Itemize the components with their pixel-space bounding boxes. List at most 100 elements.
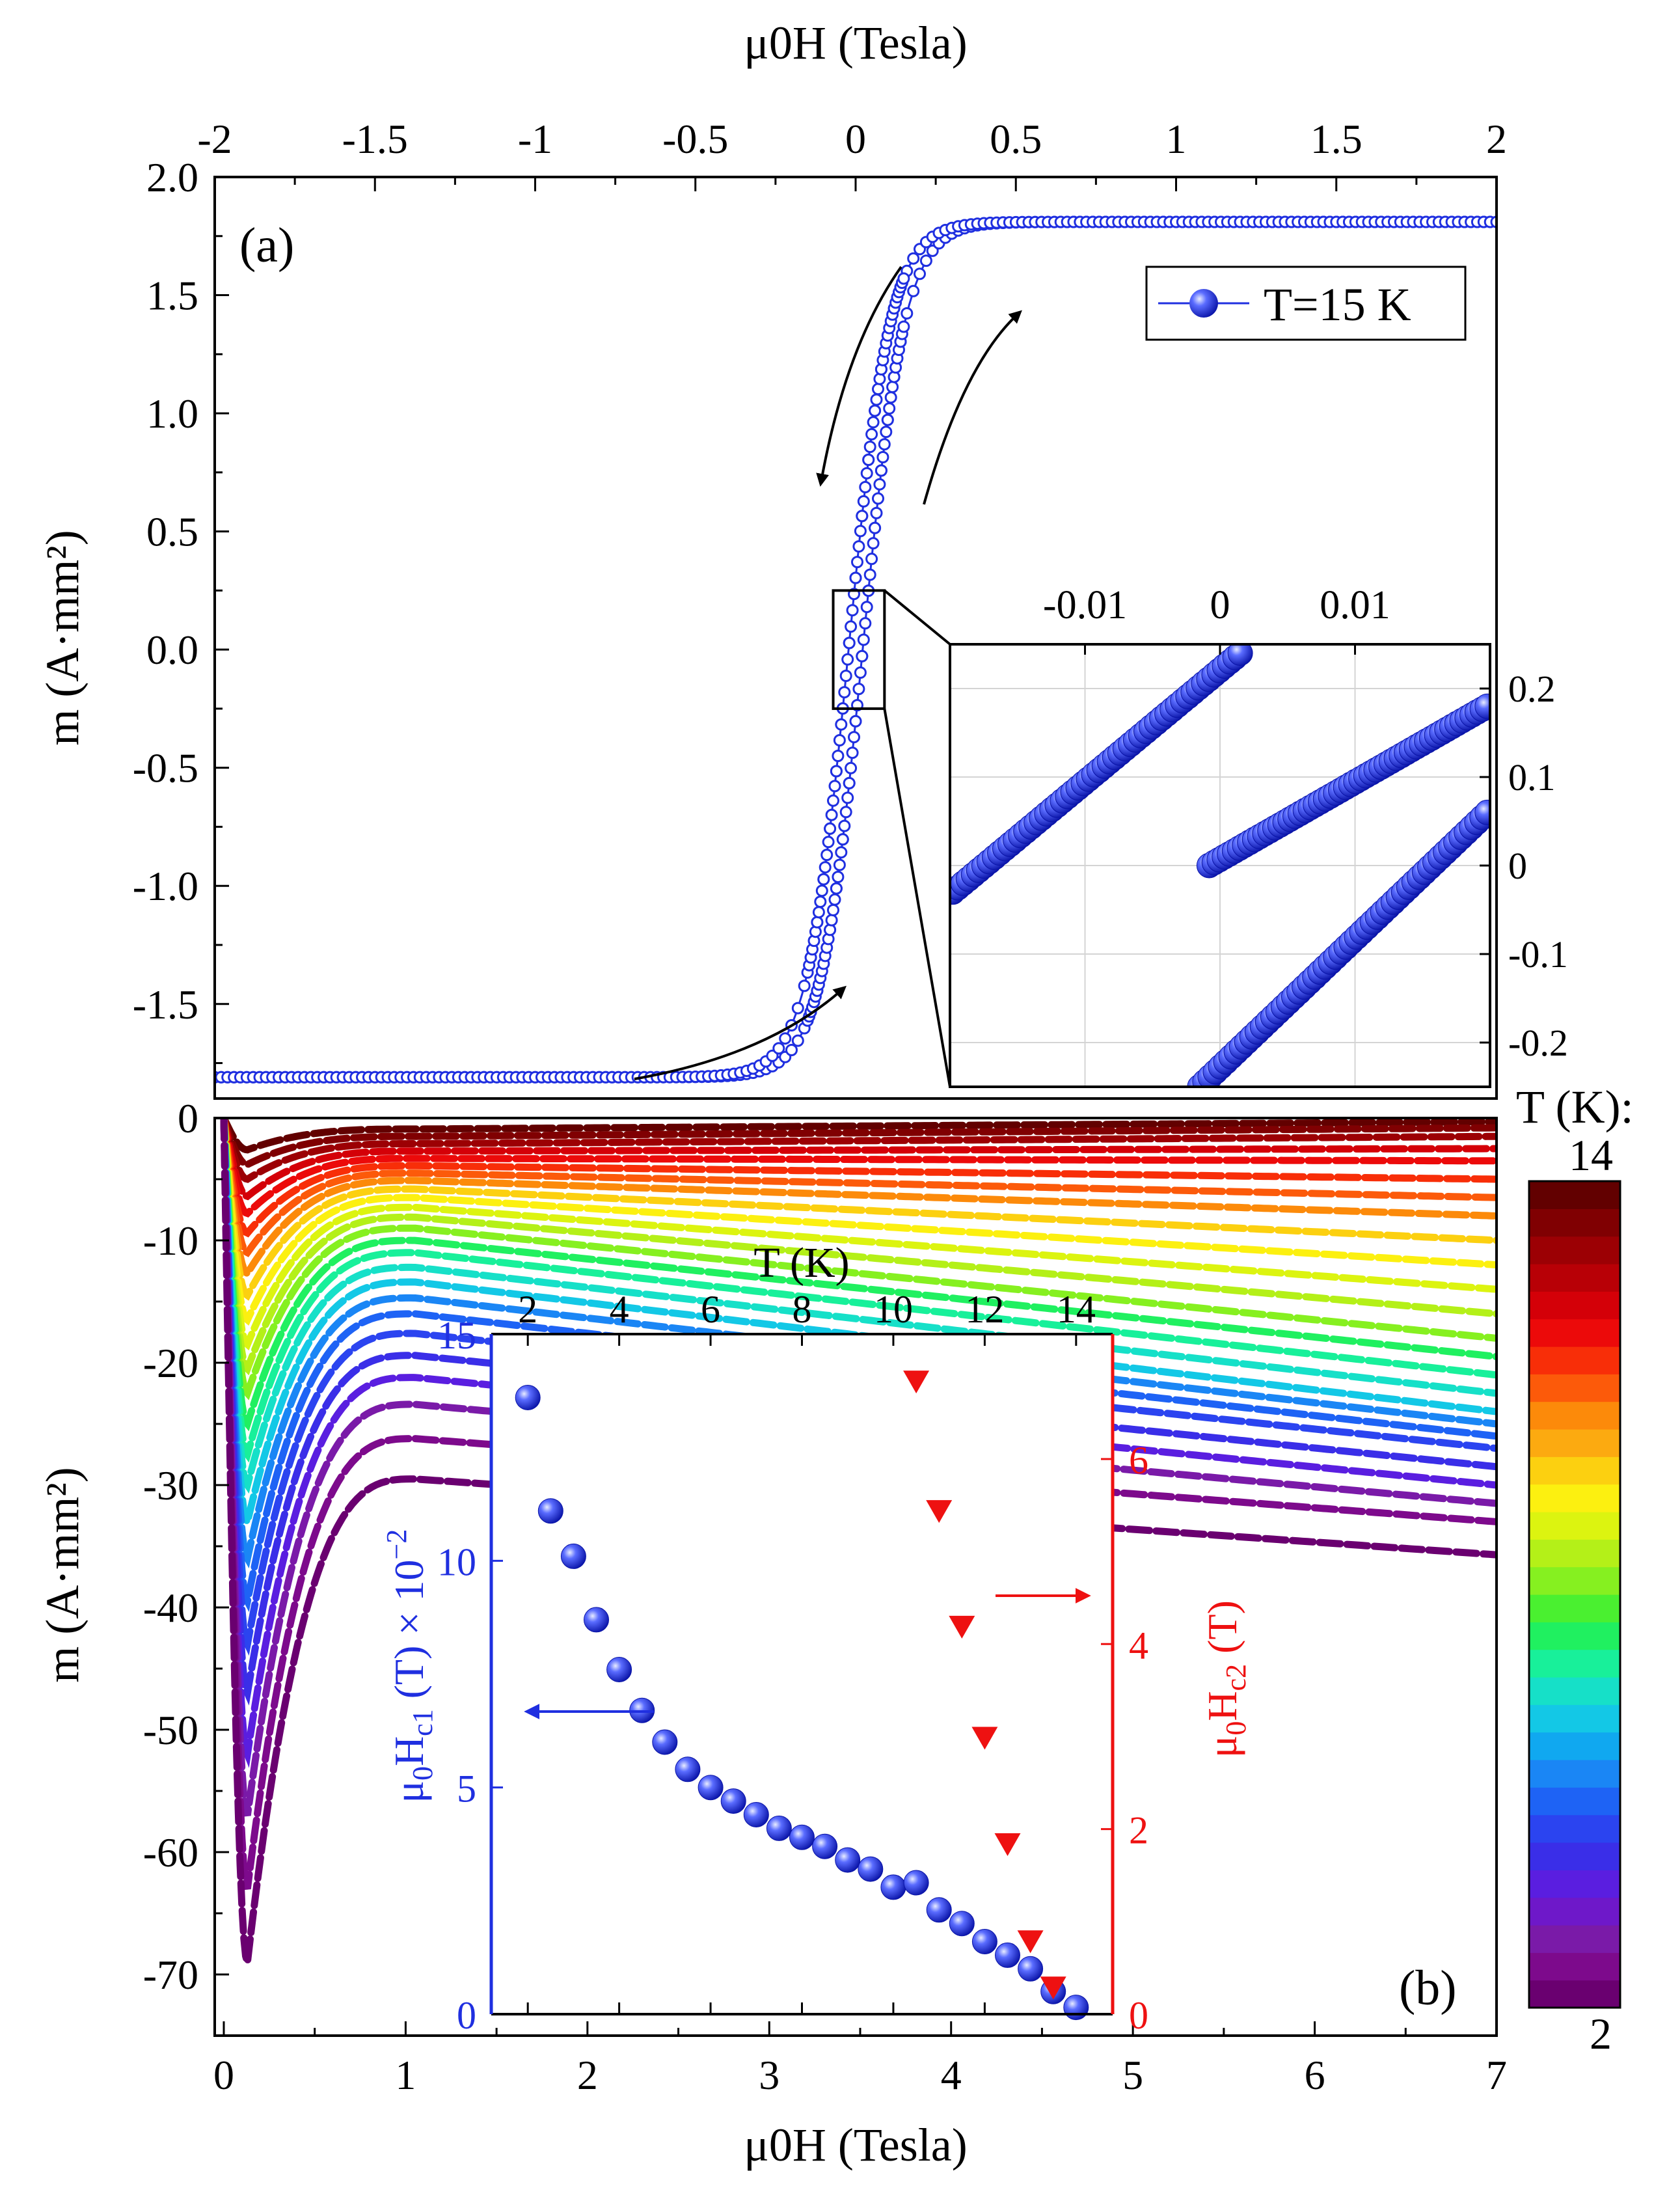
panel-a-x-tick-labels: -2 -1.5 -1 -0.5 0 0.5 1 1.5 2 <box>197 116 1507 191</box>
panel-b-inset-points <box>515 1371 1089 2021</box>
panel-b-curve-markers <box>220 1118 1497 1183</box>
panel-a-data-point <box>827 904 839 916</box>
panel-a-data-point <box>886 381 899 394</box>
panel-b-inset-x-axis-title: T (K) <box>753 1239 849 1287</box>
hc1-point <box>766 1815 792 1841</box>
panel-a-x-tick-label: -1.5 <box>342 116 408 162</box>
panel-a-y-tick-labels: -1.5 -1.0 -0.5 0.0 0.5 1.0 1.5 2.0 <box>133 154 229 1065</box>
colorbar-stripe <box>1529 1842 1620 1870</box>
inset-b-x-tick-label: 10 <box>874 1288 913 1331</box>
panel-a-data-point <box>872 383 884 396</box>
colorbar-stripe <box>1529 1208 1620 1237</box>
panel-a-data-point <box>845 761 858 774</box>
panel-a-y-tick-label: 1.5 <box>146 273 198 319</box>
colorbar-stripe <box>1529 1318 1620 1347</box>
inset-a-y-tick-label: -0.2 <box>1508 1022 1568 1064</box>
panel-a-data-point <box>839 670 852 682</box>
panel-b-curve-markers <box>220 1118 1497 1154</box>
inset-a-x-tick-label: -0.01 <box>1043 583 1127 627</box>
panel-b-y-tick-label: -70 <box>143 1952 198 1998</box>
panel-a-data-point <box>897 320 910 333</box>
panel-b-curve-markers <box>220 1118 1497 1238</box>
hc1-point <box>880 1874 906 1900</box>
panel-a-x-tick-label: -1 <box>518 116 552 162</box>
panel-a-data-point <box>907 284 920 297</box>
panel-b-y-tick-label: -20 <box>143 1340 198 1386</box>
panel-a-data-point <box>820 849 834 862</box>
panel-a-y-tick-label: -1.5 <box>133 981 198 1028</box>
panel-a-data-point <box>819 861 832 874</box>
panel-a-data-point <box>832 750 845 762</box>
panel-a-data-point <box>860 467 873 480</box>
panel-a-data-point <box>919 254 932 267</box>
panel-a-data-point <box>828 780 841 793</box>
panel-a-x-tick-label: 0 <box>845 116 866 162</box>
colorbar-stripe <box>1529 1346 1620 1374</box>
inset-b-x-tick-label: 14 <box>1057 1288 1096 1331</box>
panel-a-data-point <box>779 1032 792 1045</box>
colorbar-stripe <box>1529 1952 1620 1981</box>
inset-b-x-tick-label: 2 <box>518 1288 537 1331</box>
panel-a-data-point <box>812 906 825 919</box>
panel-a-data-point <box>846 604 859 617</box>
panel-b-curve-markers <box>220 1118 1497 1376</box>
panel-a-data-point <box>851 556 863 569</box>
panel-b-y-tick-labels: 0 -10 -20 -30 -40 -50 -60 -70 <box>143 1095 229 2037</box>
sweep-arrow-down-icon <box>816 266 902 487</box>
panel-b-inset-axes: 2 4 6 8 10 12 14 0 5 10 15 0 2 4 6 <box>437 1288 1148 2037</box>
inset-b-left-tick-label: 15 <box>437 1314 476 1357</box>
panel-a-data-point <box>884 391 897 404</box>
panel-a-data-point <box>914 267 926 280</box>
panel-a-inset: -0.01 0 0.01 -0.2 -0.1 0 0.1 0.2 <box>949 583 1568 1088</box>
colorbar-stripe <box>1529 1980 1620 2008</box>
panel-a-data-point <box>867 416 880 429</box>
panel-a-data-point <box>843 636 856 649</box>
inset-b-left-tick-label: 10 <box>437 1540 476 1583</box>
panel-b-curve-markers <box>220 1118 1497 1279</box>
hc1-point <box>789 1824 815 1850</box>
hc2-point <box>1040 1976 1066 2000</box>
colorbar: T (K): 14 2 <box>1516 1081 1634 2058</box>
colorbar-stripe <box>1529 1704 1620 1733</box>
panel-a-data-point <box>852 540 865 553</box>
panel-b-x-tick-label: 4 <box>941 2052 962 2098</box>
panel-a-data-point <box>852 683 865 696</box>
panel-a-x-tick-label: -2 <box>197 116 232 162</box>
colorbar-stripe <box>1529 1456 1620 1485</box>
panel-a-data-point <box>849 715 862 728</box>
panel-a: μ0H (Tesla) -2 -1.5 -1 -0.5 0 0.5 1 1.5 2 -1.5-1… <box>36 17 1568 1100</box>
panel-a-data-point <box>878 438 891 451</box>
sweep-arrow-up-bottom-icon <box>634 985 847 1080</box>
panel-a-data-point <box>825 914 838 927</box>
colorbar-title: T (K): <box>1516 1081 1634 1133</box>
panel-b-inset: 2 4 6 8 10 12 14 0 5 10 15 0 2 4 6 T (K) μ0Hc1 (T) × 1… <box>381 1239 1252 2037</box>
panel-a-data-point <box>848 731 860 744</box>
colorbar-stripe <box>1529 1787 1620 1816</box>
panel-a-data-point <box>791 1034 804 1047</box>
panel-b-x-tick-labels: 0 1 2 3 4 5 6 7 <box>213 2021 1507 2098</box>
panel-a-label: (a) <box>239 218 294 273</box>
sweep-arrow-up-right-icon <box>923 310 1022 505</box>
panel-a-inset-curves <box>950 644 1490 1087</box>
hc1-point <box>515 1385 541 1410</box>
panel-b-inset-right-axis-title: μ0Hc2 (T) <box>1199 1600 1252 1758</box>
colorbar-stripe <box>1529 1925 1620 1953</box>
panel-b-curve-markers <box>220 1118 1497 1400</box>
hc2-point <box>903 1371 930 1394</box>
panel-a-data-point <box>838 686 851 699</box>
panel-a-data-point <box>846 746 859 759</box>
panel-a-hysteresis-loop <box>215 215 1497 1084</box>
panel-b-curve-markers <box>220 1118 1497 1432</box>
colorbar-stripe <box>1529 1649 1620 1678</box>
panel-a-data-point <box>862 454 875 466</box>
hc1-point <box>743 1802 769 1827</box>
panel-a-data-point <box>798 979 811 992</box>
hc1-point <box>995 1942 1020 1968</box>
hc1-point <box>584 1607 609 1633</box>
panel-a-data-point <box>856 649 869 662</box>
panel-a-data-point <box>869 404 882 417</box>
panel-b-x-tick-label: 6 <box>1305 2052 1325 2098</box>
panel-a-data-point <box>860 601 873 614</box>
panel-a-data-point <box>907 252 920 265</box>
hc1-point <box>1018 1956 1044 1982</box>
